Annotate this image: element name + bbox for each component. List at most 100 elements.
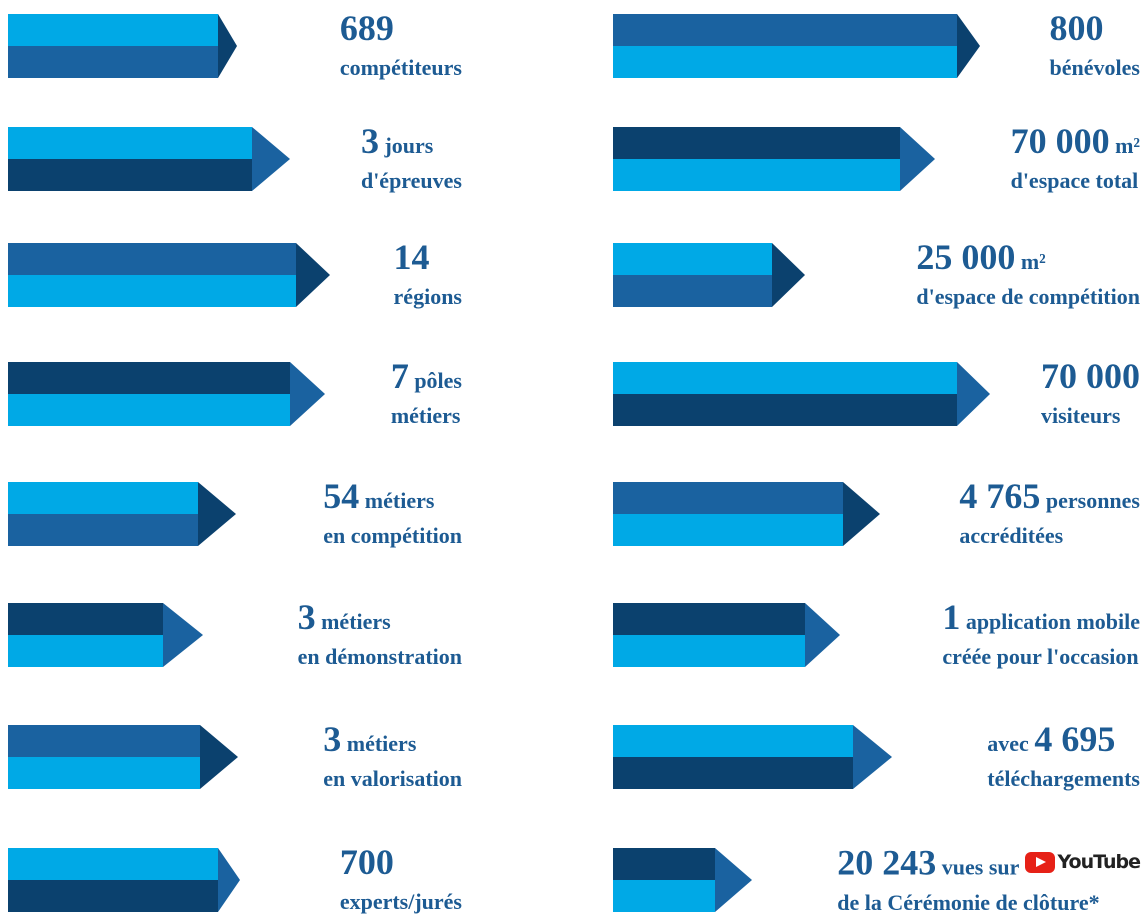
stat: 1 application mobile créée pour l'occasio… [942,599,1140,672]
stat-number: 689 [339,8,394,48]
stat: 54 métiers en compétition [323,478,462,551]
stat-line1: 54 métiers [323,478,462,519]
bar-bottom [8,757,200,789]
stat-line2: créée pour l'occasion [942,644,1139,669]
stat-number: 70 000 [1041,356,1140,396]
bar-bottom [613,46,957,78]
stat: 800 bénévoles [1050,10,1140,83]
stat-line1: 70 000 m² [1011,123,1140,164]
stat: 3 métiers en valorisation [323,721,462,794]
stat: 20 243 vues sur YouTube de la Cérémonie d… [837,842,1141,918]
stat-line2: métiers [390,403,461,428]
stat-line2: en valorisation [323,766,462,791]
stat-line2: en démonstration [297,644,462,669]
stat: 3 métiers en démonstration [298,599,462,672]
stat-number: 700 [339,842,394,882]
stat: 689 compétiteurs [340,10,462,83]
bar-bottom [613,757,853,789]
stat-text: m² [1115,133,1140,158]
bar-bottom [613,394,957,426]
bar-tip [957,14,980,78]
stat: 70 000 m² d'espace total [1011,123,1140,196]
stat: 7 pôles métiers [391,358,462,431]
bar-tip [296,243,330,307]
stat-text: métiers [346,731,417,756]
bar-tip [957,362,990,426]
stat-line2: experts/jurés [339,889,462,914]
stat-number: 54 [323,476,360,516]
stat-number: 4 765 [959,476,1041,516]
bar-bottom [8,394,290,426]
stat-line1: 4 765 personnes [959,478,1140,519]
bar-top [613,603,805,635]
stat-line2: bénévoles [1049,55,1140,80]
bar-tip [805,603,840,667]
stat-number: 25 000 [916,237,1016,277]
youtube-logo: YouTube [1024,844,1141,880]
bar-top [8,482,198,514]
stat-number: 3 [323,719,342,759]
bar-tip [163,603,203,667]
stat-text: application mobile [965,609,1140,634]
stat: 14 régions [394,239,462,312]
stat-number: 14 [393,237,430,277]
bar-bottom [8,514,198,546]
stat-number: 3 [360,121,379,161]
stat-text: jours [384,133,434,158]
bar-bottom [613,880,715,912]
bar-bottom [613,275,772,307]
stat-line2: en compétition [323,523,462,548]
bar-tip [218,14,237,78]
stat-number: 4 695 [1034,719,1116,759]
bar-bottom [8,46,218,78]
stat-line1: 20 243 vues sur YouTube [837,842,1141,886]
stat-line2: de la Cérémonie de clôture* [837,889,1100,915]
bar-tip [200,725,238,789]
youtube-word: YouTube [1057,851,1141,873]
youtube-icon [1024,851,1055,873]
bar-tip [198,482,236,546]
stat-number: 3 [297,597,316,637]
stat-text: pôles [414,368,462,393]
stat-line1: 70 000 [1041,358,1140,399]
stat-text: vues sur [941,854,1020,880]
stat: 25 000 m² d'espace de compétition [916,239,1140,312]
bar-top [613,127,900,159]
bar-bottom [613,635,805,667]
stat-line1: 1 application mobile [942,599,1140,640]
stat: 700 experts/jurés [340,844,462,917]
stat-line2: compétiteurs [339,55,462,80]
stat-number: 20 243 [837,842,937,883]
stat-line1: 3 métiers [298,599,462,640]
bar-tip [843,482,880,546]
stat-line1: 14 [394,239,462,280]
bar-top [613,362,957,394]
stat-text: m² [1020,249,1046,274]
stat-line1: 800 [1050,10,1140,51]
bar-tip [218,848,240,912]
stat-line2: d'espace total [1010,168,1139,193]
bar-top [8,848,218,880]
bar-tip [715,848,752,912]
bar-top [8,725,200,757]
stat-line2: téléchargements [987,766,1140,791]
bar-top [613,243,772,275]
bar-bottom [8,275,296,307]
stat-line2: accréditées [959,523,1064,548]
stat-number: 70 000 [1010,121,1110,161]
stat-line1: 3 métiers [323,721,462,762]
stat-text: personnes [1045,488,1140,513]
stat: 70 000 visiteurs [1041,358,1140,431]
bar-top [613,848,715,880]
bar-tip [900,127,935,191]
bar-top [613,14,957,46]
stat: 3 jours d'épreuves [361,123,462,196]
stat-line1: 7 pôles [391,358,462,399]
bar-top [8,243,296,275]
stat-line2: visiteurs [1041,403,1121,428]
bar-top [8,603,163,635]
bar-bottom [8,159,252,191]
stat-number: 1 [942,597,961,637]
